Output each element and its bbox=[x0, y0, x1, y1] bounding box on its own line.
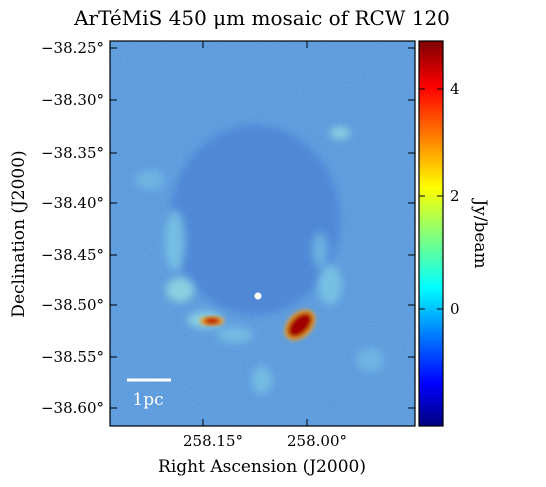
y-tick: −38.50° bbox=[41, 296, 415, 314]
y-tick-label: −38.40° bbox=[41, 194, 104, 212]
colorbar-tick-label: 4 bbox=[450, 80, 460, 98]
bubble-interior bbox=[170, 125, 340, 315]
exciting-star-marker bbox=[254, 292, 262, 300]
colorbar-gradient bbox=[419, 41, 443, 426]
y-tick-label: −38.35° bbox=[41, 144, 104, 162]
scale-bar-label: 1pc bbox=[132, 390, 163, 410]
colorbar-tick: 0 bbox=[419, 300, 460, 318]
x-axis: 258.15° 258.00° bbox=[183, 41, 347, 450]
x-axis-title: Right Ascension (J2000) bbox=[158, 457, 366, 477]
colorbar-label: Jy/beam bbox=[470, 197, 490, 268]
mosaic-image: 1pc bbox=[110, 41, 415, 426]
x-tick-label: 258.15° bbox=[183, 432, 243, 450]
y-tick-label: −38.60° bbox=[41, 399, 104, 417]
y-tick-label: −38.25° bbox=[41, 39, 104, 57]
colorbar-tick-label: 2 bbox=[450, 187, 460, 205]
y-tick: −38.30° bbox=[41, 91, 415, 109]
y-axis: −38.25° −38.30° −38.35° −38.40° −38.45° … bbox=[41, 39, 415, 417]
figure-title: ArTéMiS 450 μm mosaic of RCW 120 bbox=[73, 6, 450, 30]
x-tick-label: 258.00° bbox=[287, 432, 347, 450]
ring-emission bbox=[135, 127, 384, 394]
main-condensation bbox=[284, 309, 316, 341]
y-tick-label: −38.30° bbox=[41, 91, 104, 109]
y-tick-label: −38.50° bbox=[41, 296, 104, 314]
y-axis-title: Declination (J2000) bbox=[9, 150, 29, 317]
y-tick-label: −38.55° bbox=[41, 348, 104, 366]
colorbar: 0 2 4 Jy/beam bbox=[418, 40, 490, 427]
y-tick: −38.35° bbox=[41, 144, 415, 162]
map-frame bbox=[109, 40, 416, 427]
colorbar-tick: 4 bbox=[419, 80, 460, 98]
y-tick: −38.25° bbox=[41, 39, 415, 57]
colorbar-frame bbox=[418, 40, 444, 427]
x-tick: 258.15° bbox=[183, 41, 243, 450]
y-tick: −38.45° bbox=[41, 246, 415, 264]
y-tick-label: −38.45° bbox=[41, 246, 104, 264]
compact-source-left bbox=[200, 316, 224, 326]
colorbar-tick-label: 0 bbox=[450, 300, 460, 318]
y-tick: −38.40° bbox=[41, 194, 415, 212]
colorbar-tick: 2 bbox=[419, 187, 460, 205]
y-tick: −38.60° bbox=[41, 399, 415, 417]
y-tick: −38.55° bbox=[41, 348, 415, 366]
x-tick: 258.00° bbox=[287, 41, 347, 450]
